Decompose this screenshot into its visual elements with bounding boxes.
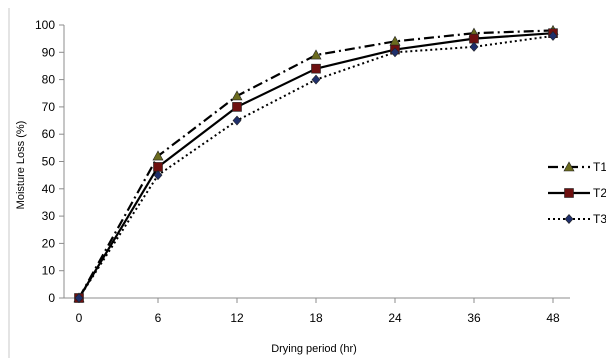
- y-tick-label: 10: [42, 264, 56, 278]
- data-point-t1: [152, 150, 164, 161]
- y-tick-label: 80: [42, 73, 56, 87]
- legend-marker-t2: [564, 188, 574, 198]
- y-axis-title: Moisture Loss (%): [15, 121, 27, 210]
- x-tick-label: 18: [309, 311, 323, 325]
- data-point-t3: [74, 293, 84, 303]
- data-point-t3: [153, 170, 163, 181]
- legend: T1 T2 T3: [548, 160, 606, 226]
- data-point-t3: [232, 115, 242, 126]
- data-point-t3: [311, 74, 321, 85]
- y-tick-label: 40: [42, 182, 56, 196]
- x-axis-title: Drying period (hr): [271, 343, 357, 355]
- y-tick-label: 90: [42, 45, 56, 59]
- y-tick-label: 30: [42, 209, 56, 223]
- x-tick-label: 36: [467, 311, 481, 325]
- legend-label-t3: T3: [593, 212, 606, 226]
- legend-marker-t1: [563, 161, 575, 172]
- y-tick-label: 70: [42, 100, 56, 114]
- y-tick-marks: [59, 24, 64, 299]
- y-tick-label: 100: [35, 18, 55, 32]
- legend-label-t2: T2: [593, 186, 606, 200]
- data-point-t3: [548, 30, 558, 41]
- data-point-t1: [310, 49, 322, 60]
- plot-area: [59, 24, 570, 303]
- data-point-t3: [469, 41, 479, 52]
- series-markers: [73, 24, 559, 303]
- data-point-t3: [390, 47, 400, 58]
- legend-marker-t3: [564, 214, 574, 224]
- x-tick-label: 48: [546, 311, 560, 325]
- x-tick-label: 12: [230, 311, 244, 325]
- data-point-t2: [469, 33, 479, 44]
- y-tick-label: 20: [42, 236, 56, 250]
- y-tick-label: 50: [42, 155, 56, 169]
- x-tick-marks: [78, 298, 554, 303]
- x-tick-label: 0: [76, 311, 83, 325]
- legend-label-t1: T1: [593, 160, 606, 174]
- data-point-t2: [232, 102, 242, 112]
- y-tick-label: 0: [48, 291, 55, 305]
- x-tick-label: 24: [388, 311, 402, 325]
- data-point-t1: [231, 90, 243, 101]
- y-tick-label: 60: [42, 127, 56, 141]
- x-tick-label: 6: [155, 311, 162, 325]
- data-point-t2: [311, 63, 321, 74]
- data-point-t2: [153, 162, 163, 172]
